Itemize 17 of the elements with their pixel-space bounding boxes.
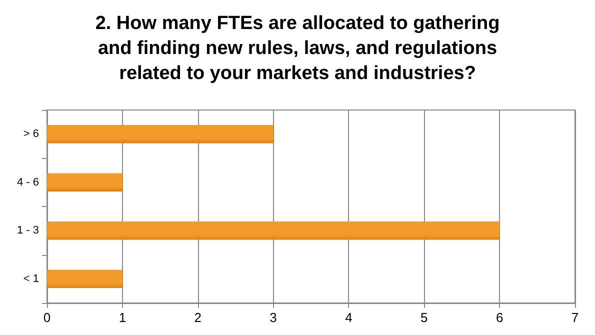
x-tick-label: 1	[118, 310, 126, 325]
chart-title: 2. How many FTEs are allocated to gathering and finding new rules, laws, and regulations related to your markets and industries?	[95, 13, 500, 84]
bar	[47, 221, 500, 240]
x-tick-label: 5	[420, 310, 428, 325]
y-tick-label: < 1	[23, 272, 39, 285]
x-tick-label: 3	[270, 310, 277, 325]
y-tick-label: 4 - 6	[16, 176, 39, 188]
bar	[47, 124, 274, 144]
x-tick-label: 0	[43, 310, 51, 325]
x-tick-label: 6	[496, 310, 504, 325]
x-tick-label: 7	[571, 310, 579, 325]
bar	[47, 173, 122, 192]
x-tick-label: 4	[345, 310, 352, 325]
bar	[47, 270, 122, 288]
y-tick-label: > 6	[23, 128, 39, 140]
x-tick-label: 2	[194, 310, 202, 325]
y-tick-label: 1 - 3	[16, 224, 39, 237]
